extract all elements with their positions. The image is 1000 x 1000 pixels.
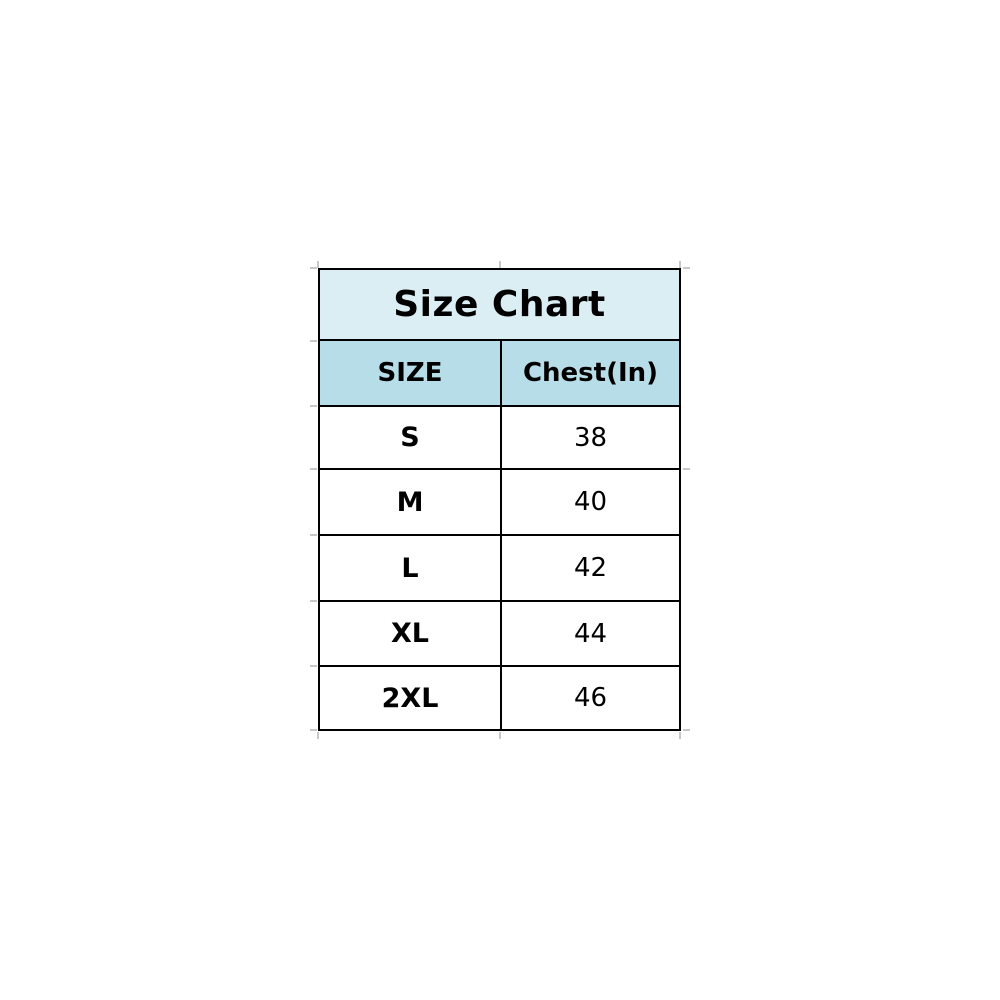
gridline-tick [310, 600, 317, 602]
gridline-tick [310, 729, 317, 731]
table-row-2xl: 2XL 46 [320, 667, 679, 729]
gridline-tick [499, 261, 501, 268]
column-header-chest: Chest(In) [522, 358, 659, 388]
gridline-tick [310, 534, 317, 536]
table-title-row: Size Chart [320, 270, 679, 341]
table-row-m: M 40 [320, 470, 679, 536]
chest-cell: 42 [573, 553, 608, 583]
table-row-l: L 42 [320, 536, 679, 602]
gridline-tick [317, 732, 319, 739]
chest-cell: 38 [573, 422, 608, 453]
gridline-tick [683, 267, 690, 269]
chest-cell: 44 [573, 618, 608, 649]
chest-cell: 46 [573, 683, 608, 713]
size-cell: S [320, 407, 502, 468]
gridline-tick [310, 468, 317, 470]
column-header-size: SIZE [320, 341, 502, 405]
gridline-tick [310, 405, 317, 407]
size-cell: L [320, 536, 502, 600]
gridline-tick [679, 261, 681, 268]
size-cell: 2XL [320, 667, 502, 729]
gridline-tick [683, 468, 690, 470]
gridline-tick [310, 665, 317, 667]
gridline-tick [310, 340, 317, 342]
size-chart-table: Size Chart SIZE Chest(In) S 38 M 40 L 42… [318, 268, 681, 731]
chest-cell: 40 [573, 487, 608, 517]
table-row-xl: XL 44 [320, 602, 679, 667]
gridline-tick [310, 267, 317, 269]
gridline-tick [317, 261, 319, 268]
gridline-tick [499, 732, 501, 739]
table-header-row: SIZE Chest(In) [320, 341, 679, 407]
size-cell: M [320, 470, 502, 534]
gridline-tick [683, 729, 690, 731]
table-title: Size Chart [393, 284, 606, 325]
table-row-s: S 38 [320, 407, 679, 470]
size-cell: XL [320, 602, 502, 665]
gridline-tick [679, 732, 681, 739]
